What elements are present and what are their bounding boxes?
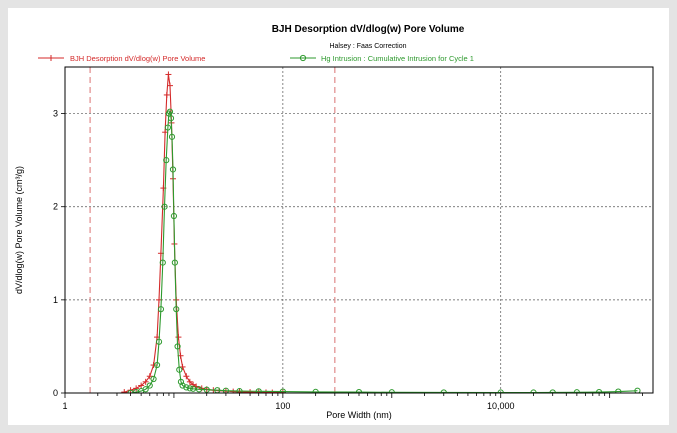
- data-point: [153, 361, 161, 369]
- series-line: [124, 74, 283, 393]
- data-point: [203, 386, 210, 393]
- data-point: [171, 259, 178, 266]
- plot-frame: [64, 66, 654, 394]
- data-point: [195, 386, 203, 393]
- data-point: [142, 386, 149, 393]
- y-tick-label: 0: [53, 388, 58, 398]
- data-point: [186, 385, 193, 392]
- legend-marker: [299, 54, 307, 62]
- data-point: [615, 388, 622, 393]
- data-point: [167, 115, 175, 122]
- grid: [65, 67, 653, 393]
- y-axis-label: dV/dlog(w) Pore Volume (cm³/g): [14, 166, 24, 294]
- chart-title: BJH Desorption dV/dlog(w) Pore Volume: [272, 24, 465, 35]
- data-point: [595, 388, 603, 393]
- legend-item-hg: Hg Intrusion : Cumulative Intrusion for …: [290, 54, 474, 63]
- legend-label-bjh: BJH Desorption dV/dlog(w) Pore Volume: [70, 54, 205, 63]
- data-point: [163, 91, 170, 98]
- chart-subtitle: Halsey : Faas Correction: [329, 43, 406, 50]
- data-point: [155, 338, 163, 345]
- chart-panel: BJH Desorption dV/dlog(w) Pore Volume Ha…: [8, 8, 669, 425]
- data-point: [161, 203, 168, 210]
- data-point: [355, 388, 363, 393]
- y-tick-label: 1: [53, 295, 58, 305]
- data-point: [150, 375, 157, 383]
- data-point: [176, 366, 183, 373]
- data-point: [157, 306, 165, 313]
- data-point: [164, 124, 171, 131]
- chart-svg: BJH Desorption dV/dlog(w) Pore Volume Ha…: [14, 24, 654, 420]
- data-point: [165, 71, 172, 78]
- legend-label-hg: Hg Intrusion : Cumulative Intrusion for …: [321, 54, 474, 63]
- data-point: [388, 389, 395, 393]
- series-bjh: [121, 71, 286, 393]
- data-point: [159, 259, 166, 266]
- data-point: [247, 389, 254, 393]
- x-tick-label: 1: [62, 401, 67, 411]
- data-point: [169, 166, 177, 173]
- data-point: [440, 389, 447, 393]
- data-point: [190, 385, 197, 392]
- data-point: [175, 334, 182, 341]
- x-tick-label: 10,000: [487, 401, 515, 411]
- data-point: [230, 388, 237, 393]
- data-point: [146, 373, 153, 380]
- legend-marker: [48, 55, 54, 61]
- data-point: [312, 388, 319, 393]
- x-tick-label: 100: [275, 401, 290, 411]
- data-point: [255, 388, 262, 393]
- data-point: [549, 389, 556, 393]
- data-point: [163, 157, 170, 164]
- data-point: [166, 108, 174, 115]
- data-point: [236, 388, 243, 393]
- axes: [61, 66, 654, 398]
- data-point: [142, 378, 149, 385]
- legend: BJH Desorption dV/dlog(w) Pore Volume Hg…: [38, 54, 474, 63]
- data-point: [573, 389, 580, 393]
- data-point: [166, 82, 173, 89]
- data-point: [146, 382, 153, 389]
- data-point: [150, 362, 157, 369]
- data-point: [262, 389, 269, 393]
- x-axis-label: Pore Width (nm): [326, 410, 392, 420]
- y-tick-label: 3: [53, 109, 58, 119]
- y-tick-label: 2: [53, 202, 58, 212]
- series-hg: [127, 108, 641, 393]
- data-point: [222, 387, 230, 393]
- data-point: [173, 306, 180, 313]
- data-point: [236, 388, 243, 393]
- data-point: [168, 133, 176, 140]
- data-point: [177, 378, 185, 385]
- data-point: [170, 212, 178, 220]
- series-layer: [121, 71, 641, 393]
- series-line: [130, 110, 638, 393]
- data-point: [186, 378, 193, 385]
- data-point: [183, 373, 190, 380]
- data-point: [174, 343, 181, 350]
- data-point: [138, 382, 145, 389]
- data-point: [183, 384, 190, 391]
- reference-lines: [89, 67, 336, 393]
- data-point: [133, 385, 140, 392]
- legend-item-bjh: BJH Desorption dV/dlog(w) Pore Volume: [38, 54, 205, 63]
- data-point: [121, 389, 128, 393]
- data-point: [279, 388, 286, 393]
- data-point: [634, 387, 641, 393]
